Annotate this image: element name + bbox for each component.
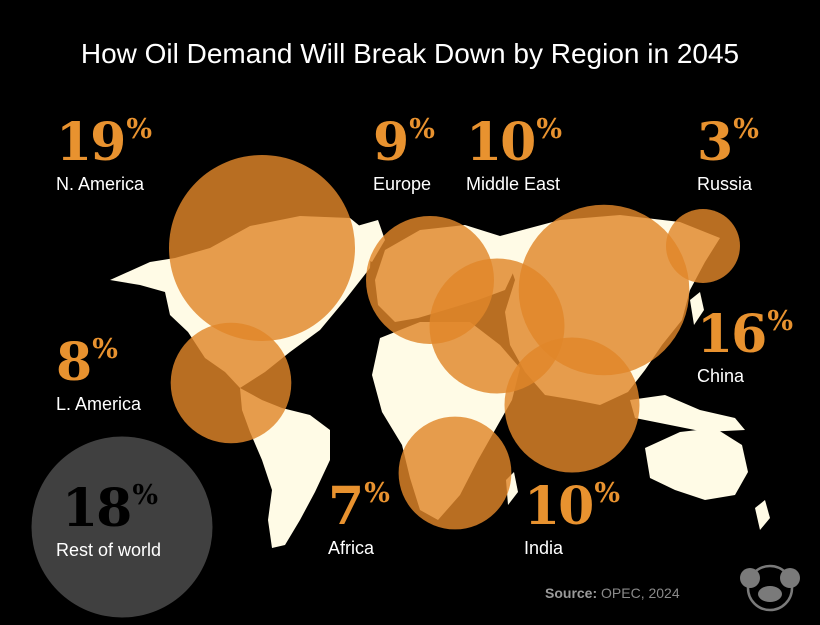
label-china: 16% China bbox=[697, 306, 793, 386]
bubble-n-america bbox=[169, 155, 355, 341]
value-rest-of-world: 18 bbox=[62, 478, 132, 539]
value-india: 10 bbox=[524, 476, 594, 537]
region-china: China bbox=[697, 366, 745, 386]
chart-title: How Oil Demand Will Break Down by Region… bbox=[80, 38, 740, 69]
unit-europe: % bbox=[409, 114, 435, 145]
bubble-layer bbox=[31, 155, 740, 618]
label-europe: 9% Europe bbox=[373, 114, 435, 194]
bubble-l-america bbox=[170, 322, 292, 444]
source-note: Source: OPEC, 2024 bbox=[545, 585, 680, 601]
unit-china: % bbox=[767, 306, 793, 337]
region-africa: Africa bbox=[328, 538, 375, 558]
value-l-america: 8 bbox=[56, 332, 92, 393]
label-n-america: 19% N. America bbox=[56, 114, 152, 194]
value-russia: 3 bbox=[697, 112, 733, 173]
region-india: India bbox=[524, 538, 564, 558]
label-russia: 3% Russia bbox=[697, 114, 759, 194]
bubble-africa bbox=[398, 416, 512, 530]
unit-n-america: % bbox=[126, 114, 152, 145]
source-label: Source: bbox=[545, 585, 598, 601]
unit-india: % bbox=[594, 478, 620, 509]
value-china: 16 bbox=[697, 304, 767, 365]
bubble-russia bbox=[666, 209, 740, 283]
unit-rest-of-world: % bbox=[132, 480, 158, 511]
source-value: OPEC, 2024 bbox=[601, 585, 680, 601]
unit-middle-east: % bbox=[536, 114, 562, 145]
label-india: 10% India bbox=[524, 478, 620, 558]
label-middle-east: 10% Middle East bbox=[466, 114, 562, 194]
region-rest-of-world: Rest of world bbox=[56, 540, 162, 560]
value-africa: 7 bbox=[328, 476, 364, 537]
label-africa: 7% Africa bbox=[328, 478, 390, 558]
value-middle-east: 10 bbox=[466, 112, 536, 173]
label-l-america: 8% L. America bbox=[56, 336, 141, 413]
region-n-america: N. America bbox=[56, 174, 145, 194]
region-russia: Russia bbox=[697, 174, 753, 194]
region-europe: Europe bbox=[373, 174, 432, 194]
value-n-america: 19 bbox=[56, 112, 126, 173]
bubble-rest-of-world bbox=[31, 436, 213, 618]
region-middle-east: Middle East bbox=[466, 174, 561, 194]
region-l-america: L. America bbox=[56, 394, 142, 414]
unit-africa: % bbox=[364, 478, 390, 509]
unit-russia: % bbox=[733, 114, 759, 145]
label-rest-of-world: 18% Rest of world bbox=[56, 482, 161, 559]
unit-l-america: % bbox=[92, 334, 118, 365]
bubble-india bbox=[504, 337, 640, 473]
value-europe: 9 bbox=[373, 112, 409, 173]
publisher-logo-icon bbox=[740, 564, 800, 612]
